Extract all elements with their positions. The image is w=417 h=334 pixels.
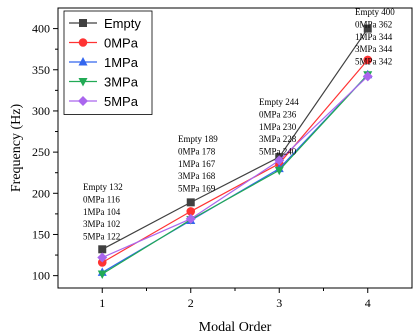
annotation-label: Empty 244 xyxy=(259,97,299,107)
annotation-label: 5MPa 342 xyxy=(355,57,392,67)
annotation-label: 5MPa 122 xyxy=(83,232,120,242)
x-tick-label: 2 xyxy=(188,296,194,310)
annotation-label: 0MPa 236 xyxy=(259,109,297,119)
data-point-empty xyxy=(187,198,195,206)
annotation-label: 0MPa 116 xyxy=(83,194,120,204)
y-axis-title: Frequency (Hz) xyxy=(9,104,24,193)
annotation-label: 5MPa 169 xyxy=(178,184,216,194)
y-tick-label: 400 xyxy=(32,22,50,36)
annotation-label: Empty 132 xyxy=(83,182,123,192)
y-tick-label: 300 xyxy=(32,104,50,118)
legend-label-5mpa: 5MPa xyxy=(104,94,139,109)
legend-label-1mpa: 1MPa xyxy=(104,55,139,70)
legend-marker-0mpa xyxy=(79,38,88,47)
annotation-label: 1MPa 104 xyxy=(83,207,121,217)
legend-label-0mpa: 0MPa xyxy=(104,36,139,51)
y-tick-label: 200 xyxy=(32,186,50,200)
annotation-label: 0MPa 362 xyxy=(355,19,392,29)
x-axis-title: Modal Order xyxy=(199,320,272,334)
legend: Empty 0MPa 1MPa 3MPa 5MPa xyxy=(64,11,152,115)
annotation-label: 3MPa 344 xyxy=(355,44,393,54)
annotation-label: 3MPa 168 xyxy=(178,171,216,181)
annotation-label: 0MPa 178 xyxy=(178,146,216,156)
y-tick-label: 350 xyxy=(32,63,50,77)
annotation-label: 1MPa 230 xyxy=(259,122,297,132)
legend-marker-empty xyxy=(79,19,87,27)
x-tick-label: 4 xyxy=(365,296,371,310)
x-tick-label: 3 xyxy=(276,296,282,310)
annotation-label: Empty 189 xyxy=(178,134,218,144)
legend-label-empty: Empty xyxy=(104,16,141,31)
annotation-label: 5MPa 240 xyxy=(259,147,297,157)
annotation-label: 3MPa 102 xyxy=(83,219,120,229)
annotation-label: 1MPa 344 xyxy=(355,32,393,42)
legend-label-3mpa: 3MPa xyxy=(104,75,139,90)
y-tick-label: 100 xyxy=(32,269,50,283)
annotation-label: 1MPa 167 xyxy=(178,159,216,169)
y-tick-label: 250 xyxy=(32,145,50,159)
x-tick-label: 1 xyxy=(99,296,105,310)
y-tick-label: 150 xyxy=(32,227,50,241)
data-point-empty xyxy=(98,245,106,253)
annotation-label: 3MPa 228 xyxy=(259,134,297,144)
